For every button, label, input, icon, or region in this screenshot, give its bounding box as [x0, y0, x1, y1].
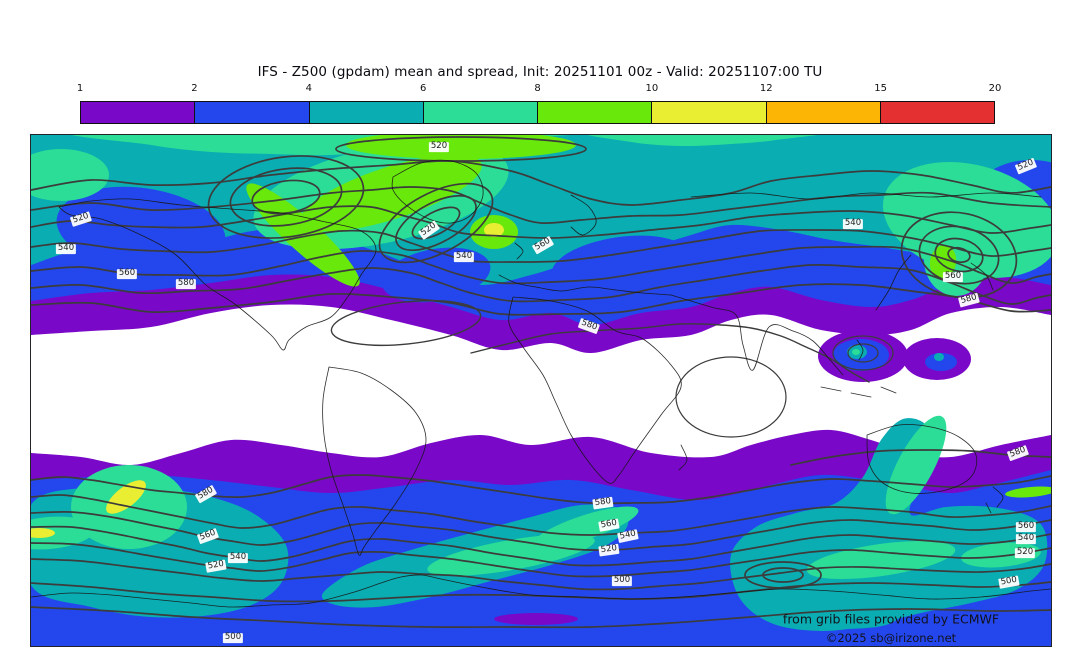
colorbar-segment [423, 102, 538, 123]
contour-value-label: 560 [942, 271, 964, 282]
contour-value-label: 540 [453, 251, 475, 262]
contour-value-label: 580 [175, 278, 197, 289]
colorbar-segment [309, 102, 424, 123]
colorbar-tick-label: 20 [988, 83, 1002, 94]
map-canvas: 520 520 540 560 580 520 540 560 580 540 520 560 580 5… [30, 134, 1052, 647]
attribution-source: from grib files provided by ECMWF [782, 611, 1000, 627]
colorbar-tick-label: 2 [191, 83, 198, 94]
colorbar-tick-label: 6 [419, 83, 427, 94]
world-map-svg [31, 135, 1051, 646]
colorbar-tick-label: 1 [76, 83, 84, 94]
contour-value-label: 540 [1015, 533, 1037, 544]
contour-value-label: 520 [1014, 547, 1036, 558]
colorbar-segment [766, 102, 881, 123]
colorbar-tick-label: 12 [759, 83, 773, 94]
colorbar-segment [652, 102, 767, 123]
colorbar [80, 101, 995, 124]
contour-value-label: 560 [1015, 521, 1037, 532]
contour-value-label: 520 [428, 141, 450, 152]
colorbar-tick-label: 15 [874, 83, 887, 94]
colorbar-segment [880, 102, 994, 123]
colorbar-segment [538, 102, 653, 123]
contour-value-label: 500 [611, 575, 633, 586]
attribution-copyright: ©2025 sb@irizone.net [825, 631, 957, 645]
contour-value-label: 500 [222, 632, 244, 643]
colorbar-tick-label: 4 [305, 83, 312, 94]
colorbar-ticks: 1 2 4 6 8 10 12 15 20 [0, 83, 1080, 97]
colorbar-segment [195, 102, 310, 123]
chart-title: IFS - Z500 (gpdam) mean and spread, Init… [257, 64, 823, 80]
contour-value-label: 540 [842, 218, 864, 229]
contour-value-label: 540 [55, 243, 77, 254]
colorbar-tick-label: 10 [645, 83, 659, 94]
contour-value-label: 540 [227, 552, 249, 563]
colorbar-tick-label: 8 [534, 83, 541, 94]
colorbar-segment [81, 102, 196, 123]
contour-value-label: 560 [116, 268, 138, 279]
